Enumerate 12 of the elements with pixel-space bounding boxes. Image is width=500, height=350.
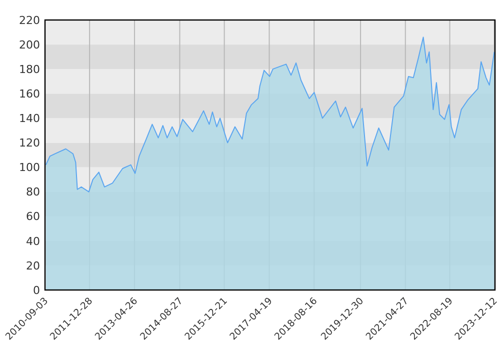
y-tick-label: 40	[26, 234, 40, 248]
y-tick-label: 200	[19, 38, 40, 52]
y-tick-label: 120	[19, 136, 40, 150]
y-tick-label: 220	[19, 14, 40, 27]
y-tick-label: 60	[26, 210, 40, 224]
y-tick-label: 0	[33, 284, 40, 297]
y-tick-label: 160	[19, 87, 40, 100]
y-tick-label: 20	[26, 259, 40, 272]
y-tick-label: 80	[26, 186, 40, 199]
y-tick-label: 180	[19, 62, 40, 76]
y-tick-label: 100	[19, 161, 40, 174]
y-tick-label: 140	[19, 112, 40, 126]
